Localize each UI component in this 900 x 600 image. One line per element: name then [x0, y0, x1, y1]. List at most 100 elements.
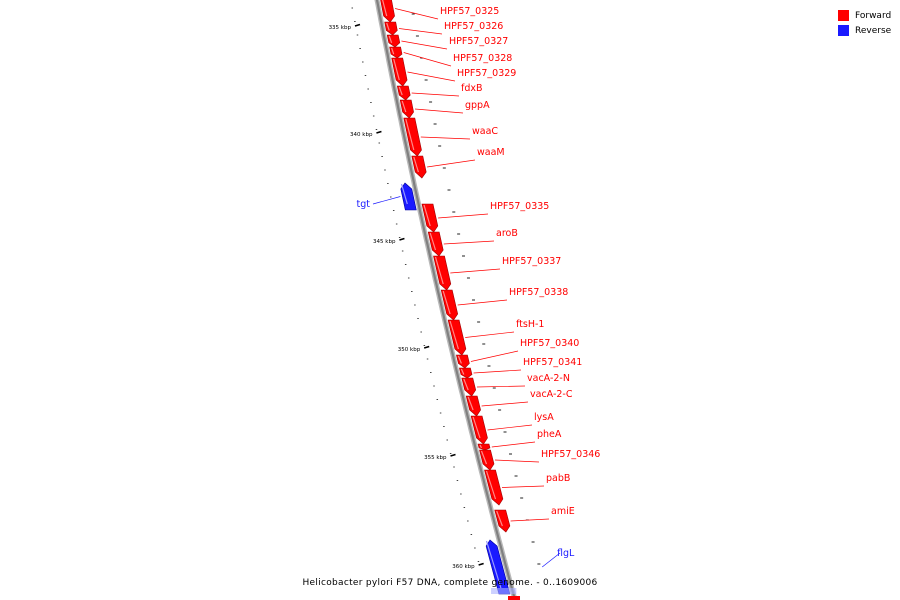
gene-label: waaC	[472, 126, 498, 137]
gene-connector	[438, 213, 489, 219]
major-tick	[399, 237, 405, 241]
gene-label: tgt	[357, 199, 371, 210]
tick-label: 340 kbp	[350, 132, 373, 138]
gene-highlight	[467, 396, 474, 411]
gene-label: HPF57_0337	[502, 256, 561, 267]
gene-connector	[501, 485, 545, 488]
gene-connector	[481, 401, 529, 407]
gene-connector	[473, 369, 522, 374]
gene-highlight	[480, 450, 488, 465]
gene-highlight	[485, 470, 497, 500]
gene-label: ftsH-1	[516, 319, 544, 330]
gene-highlight	[386, 22, 390, 31]
gene-highlight	[388, 35, 393, 43]
gene-label: amiE	[551, 506, 575, 517]
gene-highlight	[463, 378, 469, 391]
gene-shadow	[491, 588, 517, 594]
gene-connector	[470, 350, 519, 362]
gene-highlight	[429, 232, 437, 251]
gene-label: vacA-2-N	[527, 373, 570, 384]
gene-highlight	[472, 416, 481, 439]
gene-label: HPF57_0325	[440, 6, 499, 17]
legend-label: Reverse	[855, 25, 892, 36]
forward-swatch	[838, 10, 849, 21]
tick-label: 345 kbp	[373, 239, 396, 245]
gene-highlight	[400, 183, 408, 205]
tick-label: 350 kbp	[398, 347, 421, 353]
gene-highlight	[449, 320, 459, 350]
gene-highlight	[460, 368, 465, 375]
gene-label: HPF57_0329	[457, 68, 516, 79]
gene-highlight	[434, 256, 444, 285]
tick-label: 355 kbp	[424, 455, 447, 461]
gene-connector	[403, 52, 452, 67]
gene-connector	[407, 71, 456, 82]
gene-label: waaM	[477, 147, 505, 158]
gene-label: vacA-2-C	[530, 389, 573, 400]
gene-connector	[372, 196, 401, 205]
gene-connector	[395, 8, 439, 20]
gene-connector	[411, 92, 460, 97]
gene-connector	[450, 268, 501, 274]
genome-caption: Helicobacter pylori F57 DNA, complete ge…	[302, 578, 598, 588]
gene-label: HPF57_0328	[453, 53, 512, 64]
backbone	[375, 0, 517, 600]
gene-connector	[541, 552, 561, 568]
gene-highlight	[382, 0, 388, 17]
gene-highlight	[479, 444, 483, 449]
reverse-swatch	[838, 25, 849, 36]
gene-highlight	[401, 100, 407, 113]
gene-label: pheA	[537, 429, 562, 440]
gene-connector	[476, 385, 526, 388]
gene-connector	[487, 424, 533, 431]
major-tick	[376, 130, 382, 134]
gene-label: HPF57_0341	[523, 357, 582, 368]
gene-connector	[491, 441, 536, 448]
gene-label: HPF57_0340	[520, 338, 579, 349]
gene-highlight	[457, 355, 462, 364]
gene-label: aroB	[496, 228, 518, 239]
legend-item-forward: Forward	[838, 8, 898, 23]
major-tick	[478, 562, 484, 566]
legend-item-reverse: Reverse	[838, 23, 898, 38]
gene-highlight	[423, 204, 431, 227]
tick-label: 335 kbp	[329, 25, 352, 31]
gene-connector	[414, 108, 464, 114]
gene-label: lysA	[534, 412, 554, 423]
gene-label: gppA	[465, 100, 490, 111]
gene-connector	[510, 518, 550, 522]
gene-highlight	[398, 86, 403, 96]
gene-partial	[508, 596, 520, 600]
gene-connector	[427, 159, 476, 168]
gene-highlight	[496, 510, 503, 527]
gene-label: HPF57_0338	[509, 287, 568, 298]
gene-connector	[398, 28, 443, 35]
gene-arrow	[477, 443, 491, 451]
gene-highlight	[393, 58, 400, 81]
tick-label: 360 kbp	[452, 564, 475, 570]
gene-highlight	[442, 290, 451, 315]
major-tick	[423, 345, 430, 349]
gene-highlight	[485, 540, 502, 589]
gene-highlight	[405, 118, 415, 151]
gene-connector	[401, 40, 448, 50]
gene-label: HPF57_0327	[449, 36, 508, 47]
gene-arrow	[400, 182, 417, 211]
gene-label: HPF57_0346	[541, 449, 600, 460]
gene-label: fdxB	[461, 83, 483, 94]
gene-connector	[420, 136, 471, 140]
gene-connector	[457, 299, 508, 306]
major-tick	[450, 453, 456, 457]
gene-highlight	[413, 156, 419, 173]
legend-label: Forward	[855, 10, 892, 21]
major-tick	[354, 23, 361, 27]
gene-label: HPF57_0326	[444, 21, 503, 32]
gene-label: pabB	[546, 473, 570, 484]
gene-label: flgL	[557, 548, 575, 559]
gene-highlight	[391, 47, 395, 55]
gene-connector	[443, 240, 495, 245]
legend: Forward Reverse	[838, 8, 898, 38]
gene-connector	[465, 331, 515, 338]
gene-label: HPF57_0335	[490, 201, 549, 212]
